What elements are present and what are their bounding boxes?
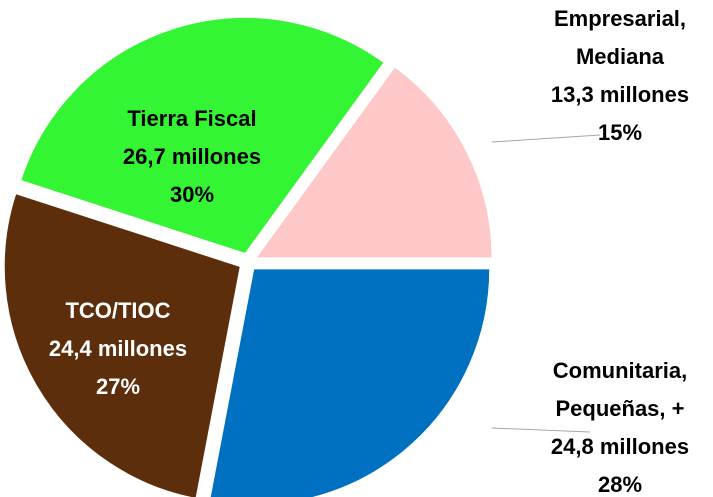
slice-label: Pequeñas, + [555,396,684,421]
leader-line [491,427,591,433]
slice-label: 30% [170,182,214,207]
slice-label: TCO/TIOC [65,298,170,323]
pie-slice [3,193,241,497]
slice-label: 24,4 millones [49,336,187,361]
slice-label: 28% [598,472,642,497]
slice-label: 27% [96,374,140,399]
pie-slice [255,66,493,259]
slice-label: 26,7 millones [123,144,261,169]
slice-label: 24,8 millones [551,434,689,459]
pie-slice [20,16,385,255]
slice-label: Empresarial, [554,6,686,31]
leader-line [491,134,601,143]
slice-label: 15% [598,120,642,145]
pie-slice [209,268,491,497]
slice-label: 13,3 millones [551,82,689,107]
slice-label: Mediana [576,44,665,69]
slice-label: Tierra Fiscal [127,106,256,131]
slice-label: Comunitaria, [553,358,687,383]
